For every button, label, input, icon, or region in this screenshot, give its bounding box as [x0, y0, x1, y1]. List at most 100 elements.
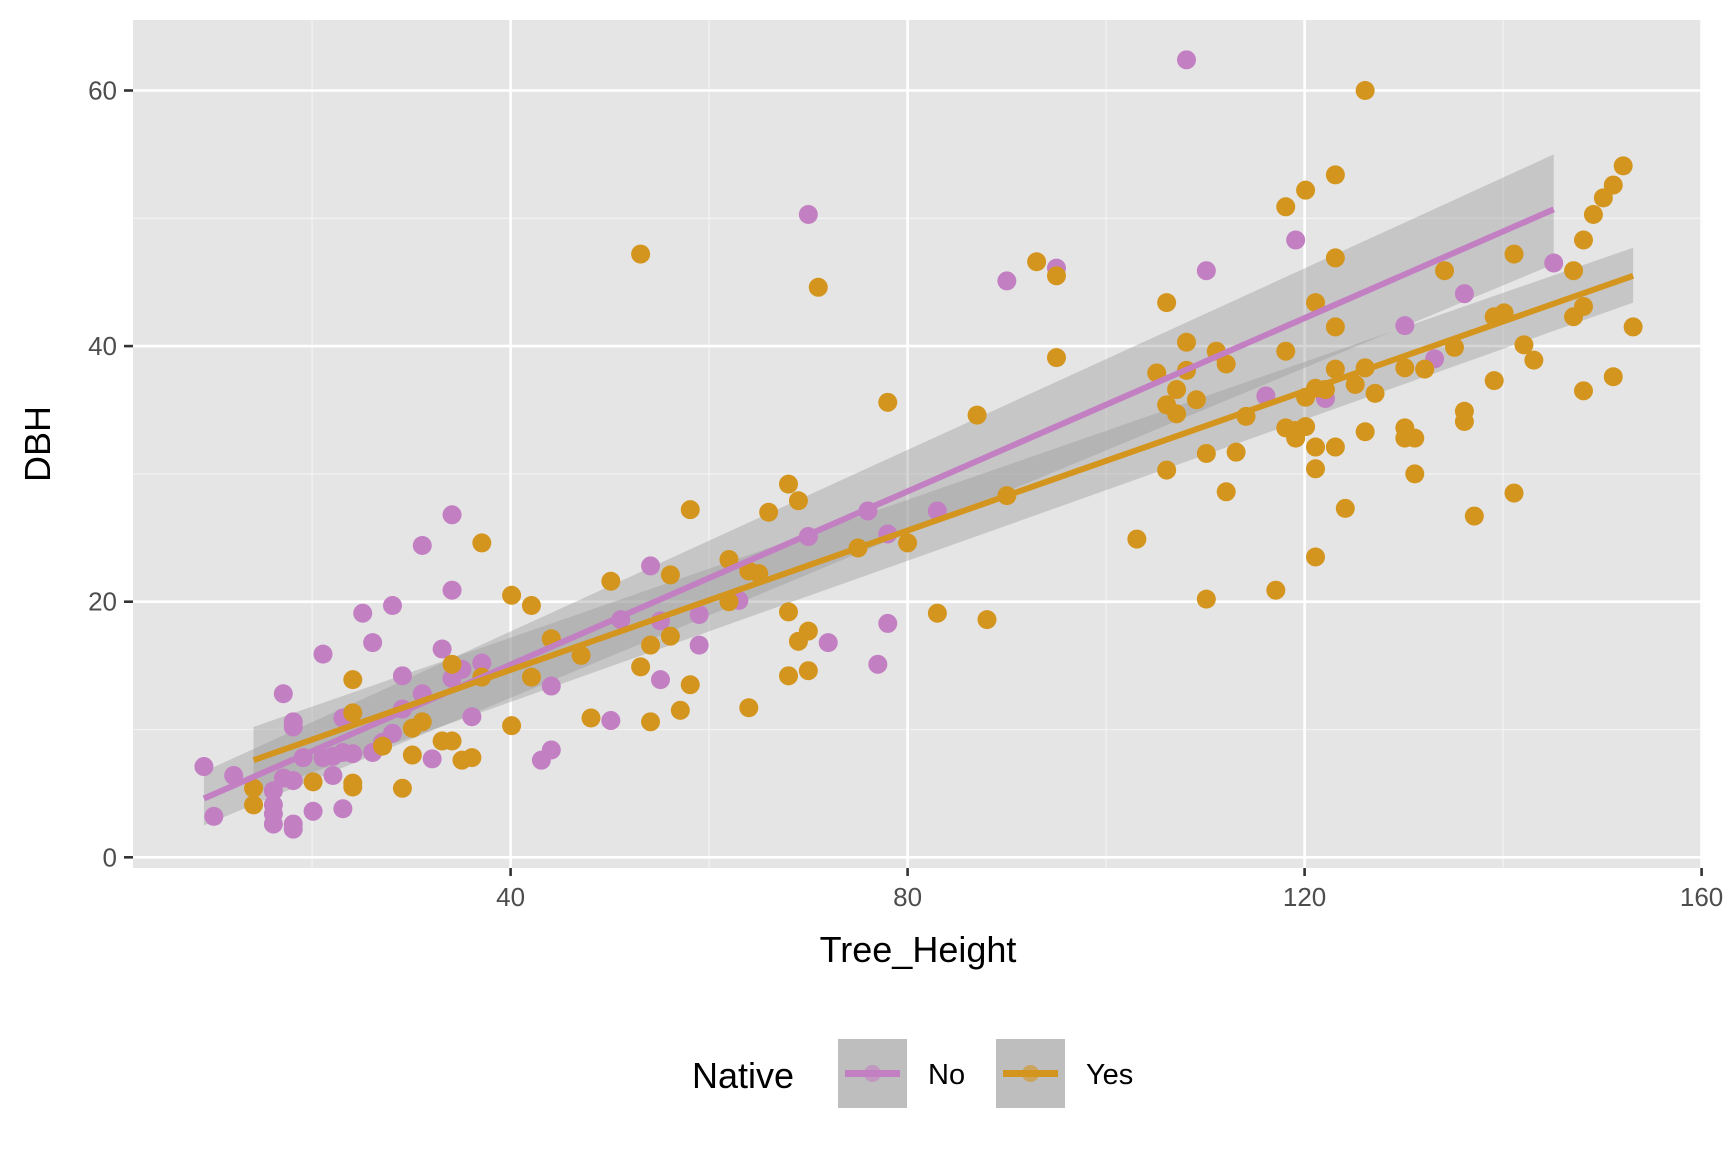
data-point-yes: [1176, 332, 1196, 352]
data-point-yes: [1325, 165, 1345, 185]
data-point-yes: [1226, 442, 1246, 462]
legend-item-no[interactable]: No: [838, 1039, 965, 1108]
data-point-yes: [1167, 404, 1187, 424]
x-tick-label: 120: [1283, 882, 1326, 912]
x-tick-label: 80: [893, 882, 922, 912]
data-point-yes: [1583, 204, 1603, 224]
data-point-yes: [1355, 422, 1375, 442]
data-point-no: [1454, 284, 1474, 304]
data-point-no: [689, 635, 709, 655]
legend-item-yes[interactable]: Yes: [996, 1039, 1133, 1108]
y-tick-label: 40: [88, 331, 117, 361]
data-point-no: [412, 535, 432, 555]
data-point-yes: [798, 661, 818, 681]
data-point-yes: [1405, 428, 1425, 448]
data-point-yes: [1415, 359, 1435, 379]
data-point-yes: [1306, 293, 1326, 313]
data-point-yes: [779, 602, 798, 622]
data-point-yes: [343, 670, 363, 690]
data-point-yes: [373, 736, 393, 756]
data-point-yes: [1603, 367, 1623, 387]
data-point-yes: [898, 533, 918, 553]
data-point-yes: [1365, 383, 1385, 403]
data-point-yes: [878, 392, 898, 412]
data-point-no: [798, 204, 818, 224]
data-point-yes: [631, 244, 651, 264]
x-axis-title: Tree_Height: [820, 929, 1017, 970]
data-point-yes: [1573, 296, 1593, 316]
data-point-yes: [1216, 354, 1236, 374]
data-point-yes: [1603, 175, 1623, 195]
data-point-yes: [788, 491, 808, 511]
data-point-yes: [1296, 417, 1316, 437]
data-point-no: [194, 757, 214, 777]
data-point-no: [650, 670, 670, 690]
data-point-yes: [1127, 529, 1147, 549]
data-point-yes: [1325, 317, 1345, 337]
data-point-yes: [1266, 580, 1286, 600]
data-point-yes: [808, 277, 828, 297]
data-point-no: [1395, 316, 1415, 336]
data-point-no: [442, 580, 462, 600]
data-point-yes: [927, 603, 947, 623]
data-point-yes: [1276, 341, 1296, 361]
data-point-yes: [1623, 317, 1643, 337]
data-point-yes: [1196, 443, 1216, 463]
data-point-no: [204, 806, 224, 826]
data-point-yes: [1216, 482, 1236, 502]
x-tick-label: 40: [496, 882, 525, 912]
legend-label-no: No: [928, 1059, 965, 1091]
data-point-no: [283, 771, 303, 791]
data-point-yes: [1196, 589, 1216, 609]
data-point-yes: [1306, 547, 1326, 567]
data-point-no: [818, 633, 838, 653]
data-point-yes: [1157, 293, 1177, 313]
data-point-yes: [680, 675, 700, 695]
data-point-no: [283, 819, 303, 839]
data-points: [194, 50, 1643, 839]
data-point-yes: [402, 745, 422, 765]
y-tick-label: 60: [88, 76, 117, 106]
data-point-no: [1286, 230, 1306, 250]
data-point-yes: [442, 731, 462, 751]
data-point-yes: [1186, 390, 1206, 410]
data-point-no: [1176, 50, 1196, 70]
data-point-no: [689, 604, 709, 624]
data-point-yes: [967, 405, 987, 425]
data-point-yes: [601, 571, 621, 591]
data-point-yes: [670, 700, 690, 720]
legend: Native No Yes: [692, 1039, 1133, 1108]
data-point-no: [382, 596, 402, 616]
data-point-yes: [343, 777, 363, 797]
y-tick-label: 0: [103, 842, 117, 872]
data-point-yes: [502, 716, 522, 736]
data-point-no: [878, 613, 898, 633]
data-point-yes: [1613, 156, 1633, 176]
x-tick-label: 160: [1680, 882, 1723, 912]
data-point-yes: [660, 626, 680, 646]
data-point-yes: [1306, 437, 1326, 457]
data-point-yes: [641, 712, 661, 732]
data-point-yes: [571, 645, 591, 665]
data-point-no: [868, 654, 888, 674]
y-tick-label: 20: [88, 587, 117, 617]
data-point-yes: [798, 621, 818, 641]
y-axis-title: DBH: [17, 406, 58, 482]
data-point-yes: [412, 712, 432, 732]
data-point-yes: [462, 748, 482, 768]
data-point-yes: [1325, 359, 1345, 379]
data-point-yes: [1345, 374, 1365, 394]
data-point-yes: [1276, 197, 1296, 217]
data-point-yes: [660, 565, 680, 585]
data-point-yes: [1046, 348, 1066, 368]
y-axis: 0 20 40 60: [88, 76, 133, 872]
data-point-yes: [1027, 252, 1047, 272]
data-point-yes: [1524, 350, 1544, 370]
data-point-yes: [1325, 248, 1345, 268]
legend-title: Native: [692, 1055, 794, 1096]
data-point-yes: [631, 657, 651, 677]
data-point-yes: [1325, 437, 1345, 457]
data-point-yes: [521, 596, 541, 616]
data-point-no: [392, 666, 412, 686]
data-point-yes: [641, 635, 661, 655]
